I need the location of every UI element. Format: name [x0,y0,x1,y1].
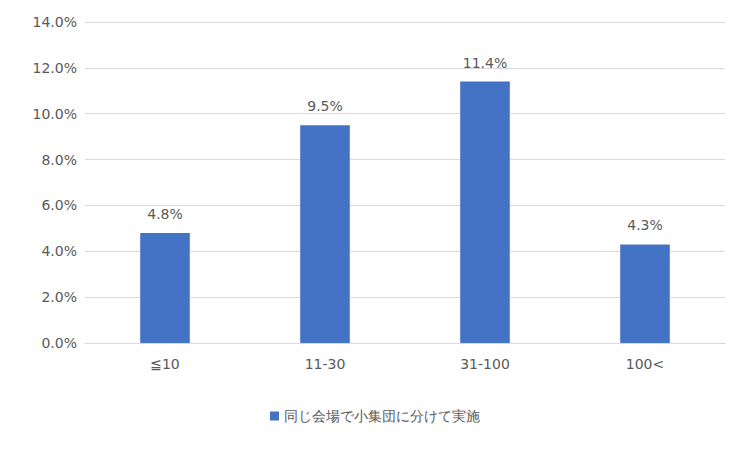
svg-text:4.8%: 4.8% [147,206,183,222]
svg-text:14.0%: 14.0% [33,14,77,30]
svg-text:2.0%: 2.0% [41,289,77,305]
svg-text:100<: 100< [626,356,664,372]
svg-text:11.4%: 11.4% [463,55,507,71]
svg-text:6.0%: 6.0% [41,197,77,213]
svg-text:同じ会場で小集団に分けて実施: 同じ会場で小集団に分けて実施 [284,408,480,424]
svg-text:10.0%: 10.0% [33,106,77,122]
svg-text:31-100: 31-100 [460,356,510,372]
svg-text:4.3%: 4.3% [627,217,663,233]
svg-text:12.0%: 12.0% [33,60,77,76]
svg-text:11-30: 11-30 [305,356,346,372]
svg-text:8.0%: 8.0% [41,152,77,168]
svg-text:4.0%: 4.0% [41,243,77,259]
svg-text:0.0%: 0.0% [41,335,77,351]
svg-text:≦10: ≦10 [150,356,180,372]
svg-text:9.5%: 9.5% [307,98,343,114]
